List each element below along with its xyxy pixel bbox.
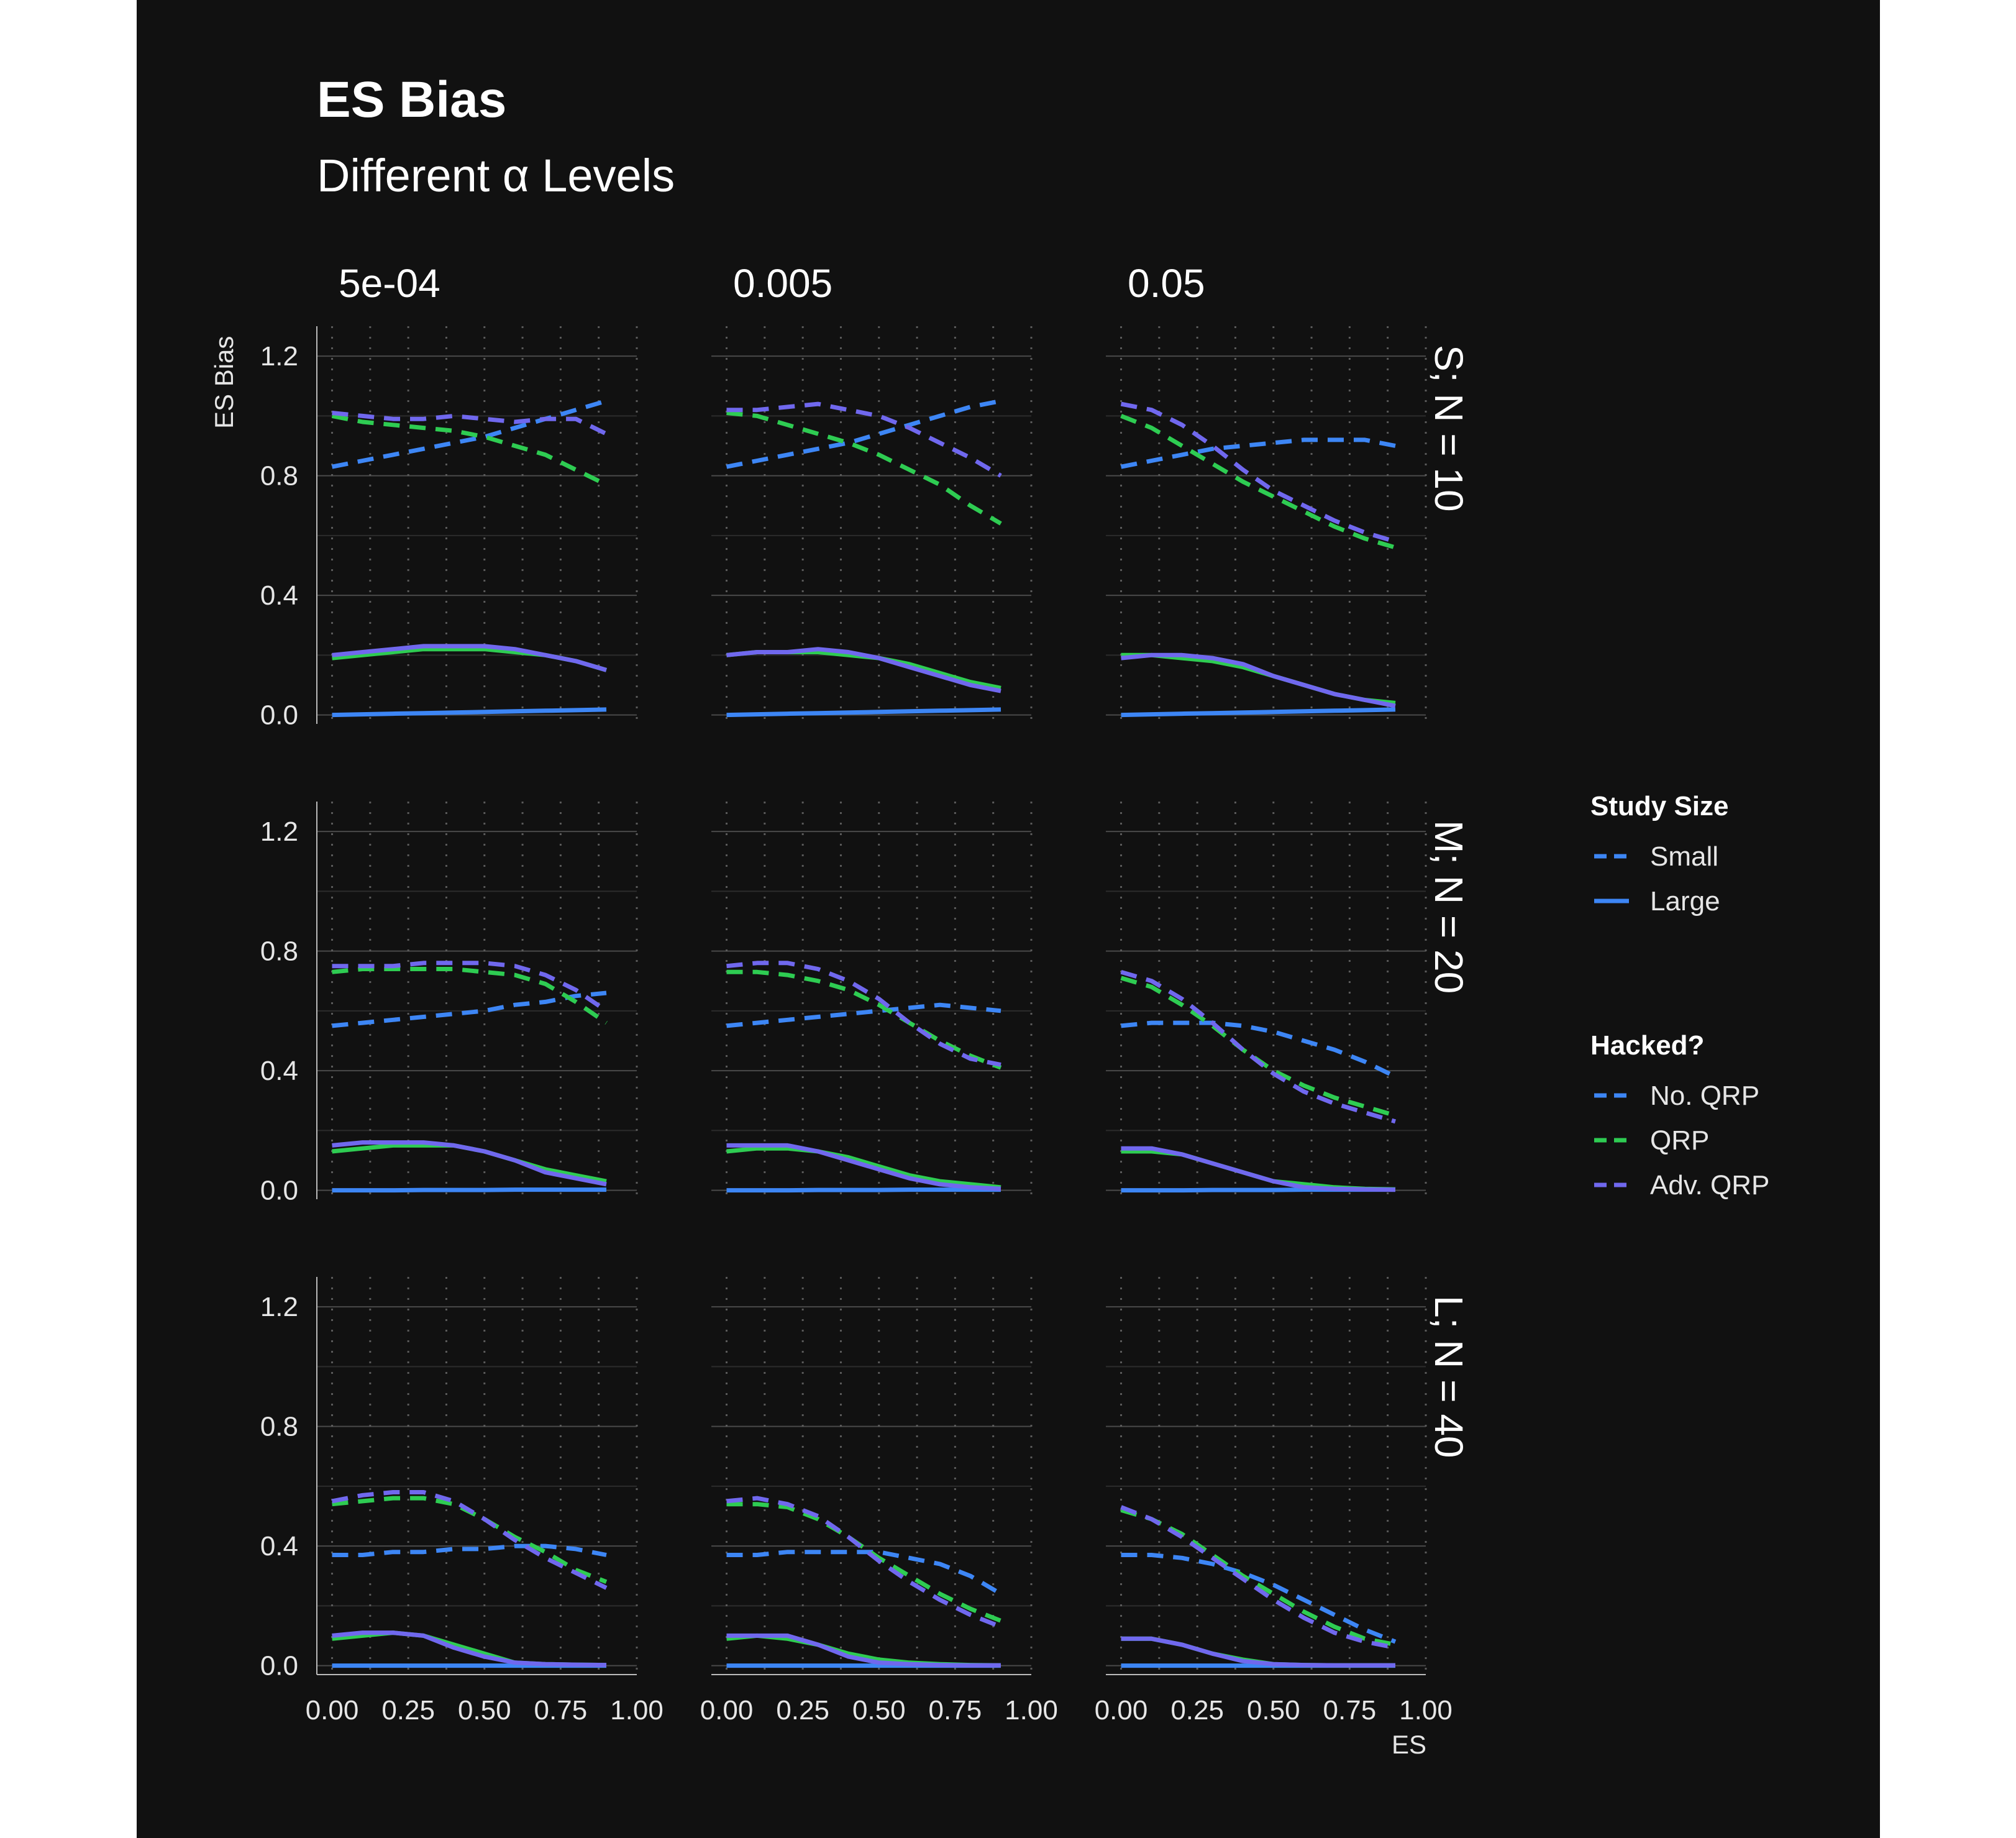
- legend-study-size-title: Study Size: [1590, 791, 1729, 821]
- series-line-adv-qrp-small: [332, 961, 608, 1013]
- series-line-no-qrp-large: [1121, 707, 1396, 718]
- series-line-qrp-small: [726, 969, 1002, 1070]
- y-tick-label: 0.0: [260, 1176, 298, 1206]
- series-line-qrp-small: [726, 1502, 1002, 1623]
- series-line-no-qrp-large: [332, 1187, 606, 1193]
- legend-hacked-title: Hacked?: [1590, 1030, 1704, 1061]
- facet-row-label-1: S; N = 10: [1426, 345, 1471, 512]
- series-line-adv-qrp-small: [1120, 969, 1396, 1124]
- y-tick-label: 0.8: [260, 461, 298, 492]
- y-axis-title: ES Bias: [209, 336, 239, 429]
- x-tick-label: 0.25: [1170, 1695, 1224, 1726]
- facet-row-label-2: M; N = 20: [1426, 820, 1471, 994]
- series-line-qrp-large: [1121, 1149, 1396, 1192]
- series-line-adv-qrp-small: [332, 411, 608, 436]
- legend-no-qrp-label: No. QRP: [1650, 1081, 1759, 1111]
- x-tick-label: 0.25: [776, 1695, 829, 1726]
- y-tick-label: 0.8: [260, 936, 298, 967]
- series-line-qrp-small: [331, 413, 608, 487]
- facet-col-label-3: 0.05: [1128, 261, 1205, 306]
- series-line-qrp-large: [726, 1146, 1001, 1190]
- series-line-qrp-small: [1120, 976, 1396, 1118]
- series-line-adv-qrp-large: [1121, 1146, 1396, 1192]
- series-line-adv-qrp-large: [1121, 1636, 1395, 1668]
- facet-col-label-2: 0.005: [733, 261, 832, 306]
- y-tick-label: 1.2: [260, 341, 298, 372]
- y-tick-label: 0.4: [260, 1056, 298, 1086]
- facet-col-label-1: 5e-04: [339, 261, 440, 306]
- series-line-no-qrp-small: [1120, 437, 1396, 469]
- y-tick-label: 0.4: [260, 580, 298, 611]
- series-line-no-qrp-small: [332, 1543, 607, 1557]
- x-tick-label: 0.00: [700, 1695, 754, 1726]
- series-line-adv-qrp-large: [332, 1630, 607, 1668]
- series-line-adv-qrp-large: [726, 1633, 1001, 1668]
- x-tick-label: 0.75: [1323, 1695, 1377, 1726]
- series-line-no-qrp-small: [1121, 1020, 1397, 1079]
- y-tick-label: 0.4: [260, 1531, 298, 1561]
- x-tick-label: 1.00: [1399, 1695, 1453, 1726]
- series-line-adv-qrp-large: [332, 1140, 607, 1187]
- series-line-no-qrp-small: [726, 398, 1001, 469]
- legend-large-label: Large: [1650, 886, 1720, 917]
- series-line-qrp-small: [726, 411, 1002, 526]
- series-line-adv-qrp-large: [1121, 652, 1396, 708]
- x-tick-label: 0.00: [306, 1695, 359, 1726]
- x-tick-label: 0.75: [929, 1695, 982, 1726]
- legend-adv-qrp-label: Adv. QRP: [1650, 1170, 1769, 1200]
- x-tick-label: 0.00: [1095, 1695, 1148, 1726]
- x-tick-label: 0.75: [534, 1695, 588, 1726]
- facet-row-label-3: L; N = 40: [1426, 1296, 1471, 1458]
- series-line-qrp-small: [1120, 1507, 1396, 1647]
- series-line-no-qrp-small: [331, 398, 607, 469]
- x-tick-label: 0.50: [458, 1695, 511, 1726]
- series-line-adv-qrp-small: [726, 401, 1002, 478]
- series-line-adv-qrp-large: [726, 1143, 1001, 1191]
- series-line-adv-qrp-large: [726, 647, 1001, 693]
- legend-small-label: Small: [1650, 841, 1718, 872]
- series-line-qrp-small: [332, 967, 608, 1025]
- chart-background: [137, 0, 1880, 1838]
- x-tick-label: 0.50: [1247, 1695, 1300, 1726]
- series-line-qrp-large: [332, 1630, 607, 1668]
- x-tick-label: 1.00: [1005, 1695, 1058, 1726]
- series-line-no-qrp-small: [726, 1002, 1001, 1028]
- facet-panels: 0.0 0.4 0.8 1.2 0.0 0.4 0.8 1.2 0.0 0.4 0.8 1.2 0.00…: [260, 326, 1453, 1726]
- y-tick-label: 0.0: [260, 700, 298, 731]
- y-tick-label: 0.8: [260, 1412, 298, 1442]
- series-line-adv-qrp-small: [331, 1490, 608, 1590]
- series-line-adv-qrp-large: [332, 644, 607, 672]
- series-line-no-qrp-large: [726, 707, 1001, 718]
- series-line-no-qrp-large: [726, 1187, 1001, 1193]
- y-tick-label: 1.2: [260, 816, 298, 847]
- series-line-adv-qrp-small: [1120, 401, 1396, 544]
- series-line-no-qrp-small: [726, 1550, 1002, 1596]
- x-tick-label: 0.25: [381, 1695, 435, 1726]
- legend-qrp-label: QRP: [1650, 1125, 1709, 1156]
- chart-title: ES Bias: [317, 71, 506, 128]
- series-line-adv-qrp-small: [726, 1496, 1002, 1629]
- series-line-no-qrp-small: [332, 990, 607, 1028]
- chart-subtitle: Different α Levels: [317, 150, 675, 201]
- legend-study-size: Study Size Small Large: [1590, 791, 1729, 917]
- y-tick-label: 0.0: [260, 1651, 298, 1681]
- series-line-adv-qrp-small: [726, 961, 1001, 1067]
- x-tick-label: 0.50: [852, 1695, 906, 1726]
- x-tick-label: 1.00: [610, 1695, 664, 1726]
- series-line-no-qrp-large: [332, 707, 607, 718]
- x-axis-title: ES: [1392, 1730, 1426, 1759]
- series-line-no-qrp-small: [1121, 1553, 1397, 1644]
- y-tick-label: 1.2: [260, 1292, 298, 1322]
- legend-hacked: Hacked? No. QRP QRP Adv. QRP: [1590, 1030, 1769, 1200]
- series-line-adv-qrp-small: [1120, 1505, 1396, 1650]
